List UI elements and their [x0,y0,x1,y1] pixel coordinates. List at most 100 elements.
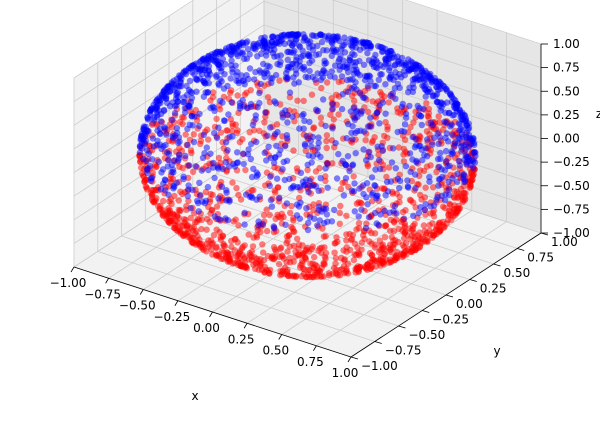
scatter-point [273,121,281,128]
scatter-point [143,157,150,164]
scatter-point [245,146,252,153]
scatter-point [364,83,372,90]
scatter-point [259,241,266,248]
scatter-point [393,73,400,81]
scatter-point [301,66,308,73]
scatter-point [303,205,310,212]
scatter-point [272,131,279,138]
z-tick-label: 0.25 [553,108,580,122]
scatter-point [371,82,378,90]
scatter-point [282,221,289,228]
scatter-point [402,114,410,121]
scatter-point [274,53,281,60]
scatter-point [358,206,365,213]
scatter-point [312,51,320,59]
scatter-point [286,89,294,96]
scatter-point [179,114,186,121]
x-tick-mark [174,300,179,306]
scatter-point [352,79,359,86]
scatter-point [401,121,409,128]
scatter-point [184,125,191,133]
scatter-point [222,139,230,146]
scatter-point [351,251,358,258]
scatter-point [391,85,399,92]
scatter-point [291,228,298,235]
scatter-point [238,72,245,79]
scatter-point [191,113,198,120]
scatter-point [341,34,348,41]
scatter-point [205,166,212,174]
scatter-point [375,249,383,256]
y-tick-label: 0.50 [504,266,531,280]
scatter-point [290,217,297,224]
scatter-point [318,244,325,251]
scatter-point [214,252,221,259]
scatter-point [314,42,321,50]
scatter-point [328,38,335,46]
scatter-point [221,117,228,125]
scatter-point [244,45,252,53]
scatter-point [227,87,235,94]
scatter-point [445,178,452,186]
scatter-point [328,68,335,75]
scatter-point [290,242,298,249]
scatter-point [429,78,436,85]
scatter-point [169,217,176,224]
z-tick-label: 1.00 [553,37,580,51]
scatter-point [456,127,463,134]
scatter-point [435,220,443,227]
scatter-point [317,76,325,84]
scatter-point [433,196,440,204]
scatter-point [272,154,279,161]
scatter-point [317,153,324,161]
scatter-point [297,199,304,206]
scatter-point [448,150,455,158]
scatter-point [409,76,417,83]
scatter-point [445,186,453,193]
scatter-point [223,127,230,134]
scatter-point [158,118,165,125]
scatter-point [267,196,275,204]
scatter-point [210,231,218,239]
scatter-point [224,249,231,257]
scatter-point [229,133,236,140]
scatter-point [411,220,418,228]
scatter-point [333,175,341,182]
scatter-point [251,76,258,83]
scatter-point [418,121,425,129]
scatter-point [404,183,412,190]
scatter-point [383,173,390,181]
scatter-point [299,112,306,119]
scatter-point [190,138,198,146]
scatter-point [216,216,224,223]
scatter-point [149,156,156,163]
scatter-point [160,106,168,114]
scatter-point [322,165,329,172]
scatter-point [243,72,250,79]
scatter-point [362,137,369,144]
scatter-point [240,150,247,157]
scatter-point [360,94,367,101]
scatter-point [286,175,293,183]
scatter-point [225,111,232,118]
scatter-point [376,120,383,127]
scatter-point [188,89,196,96]
scatter-point [218,183,226,190]
scatter-point [323,144,330,152]
scatter-point [198,225,205,233]
scatter-point [304,244,311,251]
scatter-point [224,217,232,224]
scatter-point [207,190,214,198]
scatter-point [182,131,189,138]
scatter-point [435,113,442,120]
scatter-point [138,164,145,171]
scatter-point [320,96,327,103]
scatter-point [349,136,356,143]
scatter-point [290,273,297,280]
y-tick-label: 0.75 [527,251,554,265]
scatter-point [291,80,298,87]
scatter-point [315,203,323,210]
scatter-point [460,190,467,197]
scatter-point [204,74,212,81]
scatter-point [416,104,423,112]
